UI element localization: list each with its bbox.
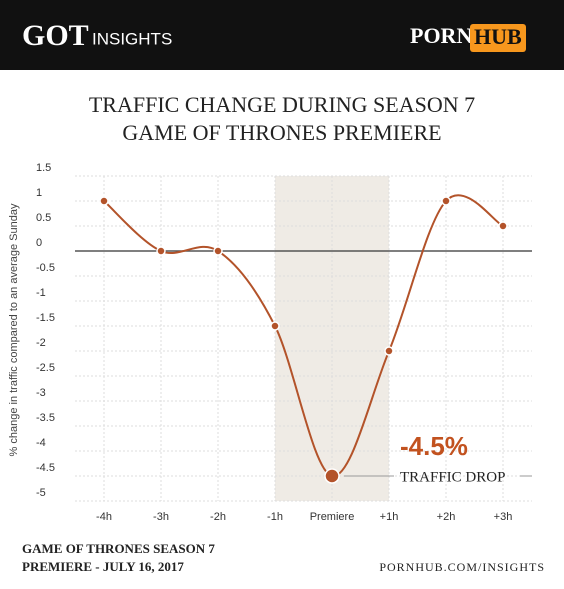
x-tick-label: -1h xyxy=(267,511,283,523)
x-tick-label: -3h xyxy=(153,511,169,523)
point xyxy=(324,468,340,484)
x-tick-label: +1h xyxy=(380,511,399,523)
y-tick-label: -5 xyxy=(36,487,46,499)
y-tick-label: -0.5 xyxy=(36,262,55,274)
title: TRAFFIC CHANGE DURING SEASON 7 xyxy=(89,92,475,117)
y-tick-label: -2 xyxy=(36,337,46,349)
highlight-band xyxy=(275,176,389,501)
y-axis-label: % change in traffic compared to an avera… xyxy=(8,203,20,456)
point xyxy=(384,346,394,356)
y-tick-label: -3 xyxy=(36,387,46,399)
y-tick-label: -4 xyxy=(36,437,46,449)
x-tick-label: -2h xyxy=(210,511,226,523)
logo-hub: HUB xyxy=(474,24,522,49)
y-tick-label: 1.5 xyxy=(36,162,51,174)
value-label: -4.5% xyxy=(400,431,468,461)
y-tick-label: 0 xyxy=(36,237,42,249)
point xyxy=(441,196,451,206)
y-tick-label: 1 xyxy=(36,187,42,199)
x-tick-label: +3h xyxy=(494,511,513,523)
got-logo: GOT xyxy=(22,19,89,52)
footer-text: PREMIERE - JULY 16, 2017 xyxy=(22,559,184,574)
title: GAME OF THRONES PREMIERE xyxy=(122,120,441,145)
source: PORNHUB.COM/INSIGHTS xyxy=(379,560,545,574)
y-tick-label: -1.5 xyxy=(36,312,55,324)
point xyxy=(498,221,508,231)
x-tick-label: Premiere xyxy=(310,511,355,523)
insights-logo: INSIGHTS xyxy=(92,29,172,48)
x-tick-label: -4h xyxy=(96,511,112,523)
y-tick-label: -1 xyxy=(36,287,46,299)
line xyxy=(103,194,504,478)
logo-porn: PORN xyxy=(410,23,472,48)
y-tick-label: -3.5 xyxy=(36,412,55,424)
logo-box xyxy=(470,24,526,52)
footer-text: GAME OF THRONES SEASON 7 xyxy=(22,541,215,556)
x-tick-label: +2h xyxy=(437,511,456,523)
point xyxy=(270,321,280,331)
y-tick-label: -4.5 xyxy=(36,462,55,474)
y-tick-label: -2.5 xyxy=(36,362,55,374)
annotation: TRAFFIC DROP xyxy=(400,469,505,485)
point xyxy=(99,196,109,206)
point xyxy=(213,246,223,256)
point xyxy=(156,246,166,256)
y-tick-label: 0.5 xyxy=(36,212,51,224)
